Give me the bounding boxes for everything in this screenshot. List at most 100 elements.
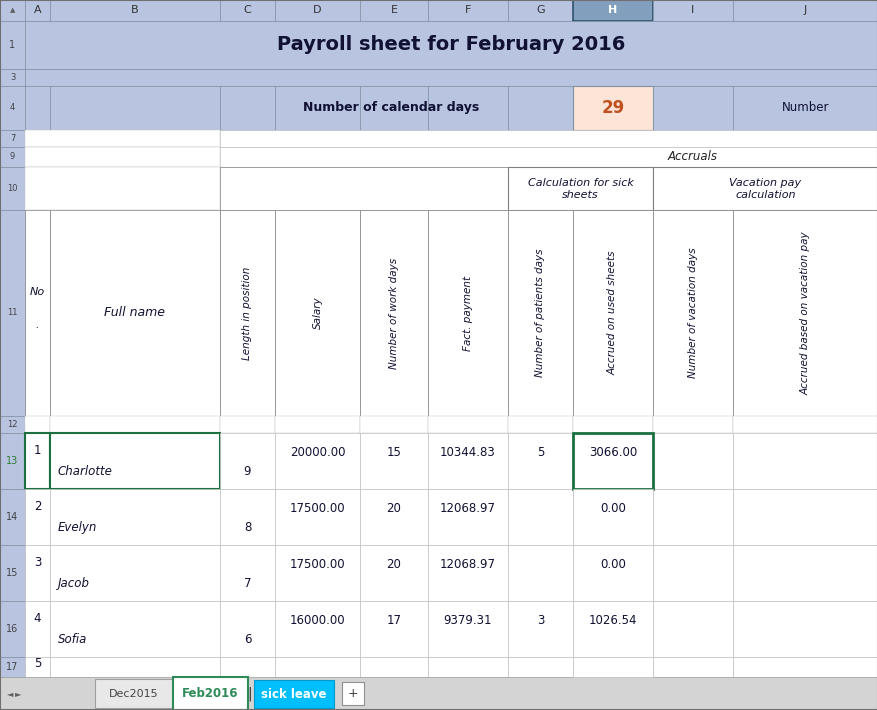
Bar (50, 432, 220, 488)
Bar (275, 657, 360, 677)
Text: 29: 29 (601, 99, 624, 117)
Bar (732, 86, 877, 130)
Bar (275, 601, 360, 657)
Bar (652, 545, 732, 601)
Bar (275, 86, 360, 130)
Bar (25, 130, 220, 147)
Bar (652, 210, 732, 416)
Text: I: I (690, 5, 694, 16)
Text: A: A (33, 5, 41, 16)
Bar (0, 416, 25, 432)
Text: 17: 17 (386, 614, 401, 627)
Text: |: | (247, 687, 252, 701)
Text: 20000.00: 20000.00 (289, 446, 345, 459)
Text: Calculation for sick
sheets: Calculation for sick sheets (527, 178, 632, 200)
Text: 5: 5 (34, 657, 41, 670)
Bar (508, 657, 573, 677)
Text: Jacob: Jacob (58, 577, 90, 591)
Bar (220, 130, 877, 147)
Text: 0.00: 0.00 (599, 558, 625, 571)
Bar (573, 432, 652, 488)
Text: 4: 4 (33, 612, 41, 625)
Bar (360, 86, 427, 130)
Bar (25, 432, 50, 488)
Bar (732, 416, 877, 432)
Text: 6: 6 (244, 633, 251, 646)
Bar (0, 432, 25, 488)
Bar (50, 0, 220, 21)
Bar (25, 69, 877, 86)
Text: Length in position: Length in position (242, 266, 253, 360)
Text: 0.00: 0.00 (599, 502, 625, 515)
Bar (25, 168, 220, 210)
Bar (427, 545, 508, 601)
Bar (732, 601, 877, 657)
Bar (25, 86, 50, 130)
Bar (25, 657, 50, 677)
Text: Number of calendar days: Number of calendar days (303, 102, 479, 114)
Bar (732, 657, 877, 677)
Text: 15: 15 (6, 568, 18, 578)
Text: 9379.31: 9379.31 (443, 614, 492, 627)
Bar (0, 657, 25, 677)
Bar (275, 488, 360, 545)
Bar (25, 601, 50, 657)
Bar (508, 488, 573, 545)
Text: Full name: Full name (104, 307, 165, 320)
Text: F: F (464, 5, 471, 16)
Text: 16: 16 (6, 623, 18, 634)
Bar (0, 147, 25, 168)
Bar (50, 210, 220, 416)
Bar (360, 432, 427, 488)
Text: Number of vacation days: Number of vacation days (688, 248, 697, 378)
Bar (427, 488, 508, 545)
Bar (0, 86, 25, 130)
Bar (25, 21, 877, 69)
Bar (220, 168, 508, 210)
Bar (508, 0, 573, 21)
Bar (360, 657, 427, 677)
Text: 5: 5 (536, 446, 544, 459)
Text: 9: 9 (244, 465, 251, 479)
Text: sick leave: sick leave (261, 687, 326, 701)
Bar (508, 168, 652, 210)
Bar (732, 488, 877, 545)
Bar (573, 0, 652, 21)
Bar (25, 488, 50, 545)
Text: 10344.83: 10344.83 (439, 446, 496, 459)
Bar (220, 601, 275, 657)
Text: No: No (30, 288, 45, 297)
Text: Charlotte: Charlotte (58, 465, 113, 479)
Text: 7: 7 (10, 133, 15, 143)
Text: H: H (608, 5, 617, 16)
Bar (0, 0, 25, 21)
Text: 11: 11 (7, 308, 18, 317)
Bar (50, 657, 220, 677)
Bar (508, 86, 573, 130)
Text: 1026.54: 1026.54 (588, 614, 637, 627)
Text: Fact. payment: Fact. payment (462, 275, 473, 351)
Bar (0, 601, 25, 657)
Bar (732, 210, 877, 416)
Bar (25, 545, 50, 601)
Text: 12: 12 (7, 420, 18, 429)
Bar (360, 601, 427, 657)
Text: 14: 14 (6, 512, 18, 522)
Text: 2: 2 (33, 500, 41, 513)
Bar (220, 488, 275, 545)
Text: B: B (131, 5, 139, 16)
Text: 15: 15 (386, 446, 401, 459)
Text: 4: 4 (10, 104, 15, 112)
Text: .: . (36, 320, 39, 330)
Text: 3: 3 (10, 73, 15, 82)
Text: Number of work days: Number of work days (389, 258, 398, 368)
Bar (0, 69, 25, 86)
Bar (220, 545, 275, 601)
Text: 17: 17 (6, 662, 18, 672)
Text: J: J (803, 5, 806, 16)
Bar (50, 488, 220, 545)
Text: 7: 7 (244, 577, 251, 591)
Text: 10: 10 (7, 184, 18, 193)
Bar (360, 488, 427, 545)
Bar (652, 432, 732, 488)
